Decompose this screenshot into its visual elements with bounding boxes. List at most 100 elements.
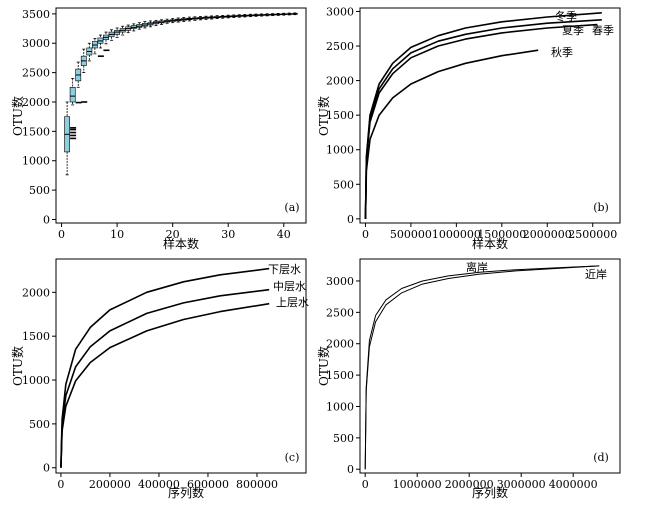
box-37 [264, 13, 271, 17]
rarefaction-curves [364, 12, 602, 219]
y-tick-label: 2000 [22, 286, 50, 299]
y-tick-label: 500 [333, 178, 354, 191]
x-tick-label: 800000 [236, 478, 278, 491]
x-axis-label: 样本数 [472, 236, 508, 251]
series-label-autumn: 秋季 [551, 45, 573, 59]
boxplots [64, 12, 298, 176]
x-tick-label: 30 [221, 228, 235, 241]
x-tick-label: 0 [362, 478, 369, 491]
box-4 [80, 48, 87, 74]
y-tick-label: 2500 [326, 40, 354, 53]
x-tick-label: 600000 [187, 478, 229, 491]
series-line-2 [364, 23, 598, 219]
series-line-0 [364, 12, 602, 219]
box-15 [141, 21, 148, 29]
series-line-2 [60, 302, 270, 468]
box-17 [153, 19, 159, 27]
series-label-nearshore: 近岸 [585, 268, 607, 281]
y-tick-label: 2500 [326, 306, 354, 319]
x-tick-label: 2500000 [568, 228, 617, 241]
y-tick-label: 1000 [22, 374, 50, 387]
y-tick-label: 1000 [326, 144, 354, 157]
box-19 [164, 18, 171, 24]
box-20 [169, 18, 176, 24]
series-line-1 [364, 265, 600, 470]
box-25 [197, 16, 204, 21]
box-iqr [69, 87, 76, 103]
x-tick-label: 2000000 [445, 478, 494, 491]
y-tick-label: 0 [347, 463, 354, 476]
axes: 0 10 20 30 40 0 500 1000 1500 2000 2500 3000 3500 [22, 8, 291, 241]
series-label-upper-water: 上层水 [276, 296, 309, 309]
y-tick-label: 0 [43, 213, 50, 226]
x-tick-label: 0 [57, 478, 64, 491]
box-34 [247, 13, 254, 18]
plot-frame [55, 258, 307, 474]
y-tick-label: 3000 [326, 5, 354, 18]
box-33 [241, 14, 248, 18]
x-tick-label: 10 [110, 228, 124, 241]
box-40 [280, 12, 287, 16]
y-tick-label: 500 [333, 432, 354, 445]
rarefaction-curves [364, 265, 600, 470]
y-tick-label: 1500 [22, 125, 50, 138]
x-axis-label: 序列数 [168, 485, 204, 500]
y-tick-label: 1500 [326, 109, 354, 122]
x-tick-label: 40 [277, 228, 291, 241]
box-29 [219, 15, 226, 19]
y-tick-label: 0 [347, 213, 354, 226]
box-32 [236, 14, 243, 18]
panel-label: (a) [284, 201, 299, 214]
series-line-3 [364, 49, 539, 219]
panel-label: (c) [285, 451, 300, 464]
box-5 [86, 42, 93, 62]
x-tick-label: 500000 [390, 228, 432, 241]
box-9 [108, 29, 115, 41]
box-39 [275, 13, 282, 16]
y-tick-label: 0 [43, 462, 50, 475]
axes: 0 200000 400000 600000 800000 0 500 1000 1500 200… [22, 286, 278, 491]
x-tick-label: 20 [166, 228, 180, 241]
y-tick-label: 500 [29, 184, 50, 197]
panel-label: (d) [593, 451, 609, 464]
box-2 [69, 78, 82, 106]
box-3 [75, 61, 88, 103]
x-tick-label: 4000000 [549, 478, 598, 491]
y-tick-label: 1500 [326, 369, 354, 382]
y-tick-label: 2000 [326, 338, 354, 351]
x-tick-label: 0 [362, 228, 369, 241]
y-tick-label: 1000 [22, 155, 50, 168]
box-42 [291, 12, 298, 16]
box-26 [203, 15, 209, 20]
box-27 [208, 15, 215, 20]
box-36 [258, 13, 265, 17]
box-16 [147, 20, 154, 28]
rarefaction-curves [60, 267, 270, 468]
chart-a: 0 10 20 30 40 0 500 1000 1500 2000 2500 3000 3500 (a… [10, 7, 307, 251]
x-tick-label: 0 [58, 228, 65, 241]
y-axis-label: OTU数 [10, 96, 25, 136]
panel-label: (b) [593, 201, 609, 214]
box-38 [269, 13, 276, 17]
box-21 [175, 17, 182, 23]
box-8 [103, 31, 109, 45]
y-tick-label: 2500 [22, 67, 50, 80]
series-line-0 [60, 267, 270, 468]
series-label-lower-water: 下层水 [268, 263, 301, 276]
box-22 [180, 16, 187, 22]
plot-frame [55, 7, 307, 224]
box-6 [91, 38, 104, 57]
y-tick-label: 3000 [22, 37, 50, 50]
x-tick-label: 1500000 [477, 228, 526, 241]
x-tick-label: 1000000 [393, 478, 442, 491]
series-label-summer: 夏季 [562, 24, 584, 37]
y-tick-label: 3500 [22, 8, 50, 21]
box-18 [158, 19, 165, 25]
box-13 [130, 23, 137, 32]
series-label-winter: 冬季 [555, 9, 577, 23]
x-tick-label: 200000 [89, 478, 131, 491]
plot-frame [359, 258, 621, 474]
x-tick-label: 1000000 [432, 228, 481, 241]
chart-c: 0 200000 400000 600000 800000 0 500 1000 1500 200… [10, 258, 309, 500]
